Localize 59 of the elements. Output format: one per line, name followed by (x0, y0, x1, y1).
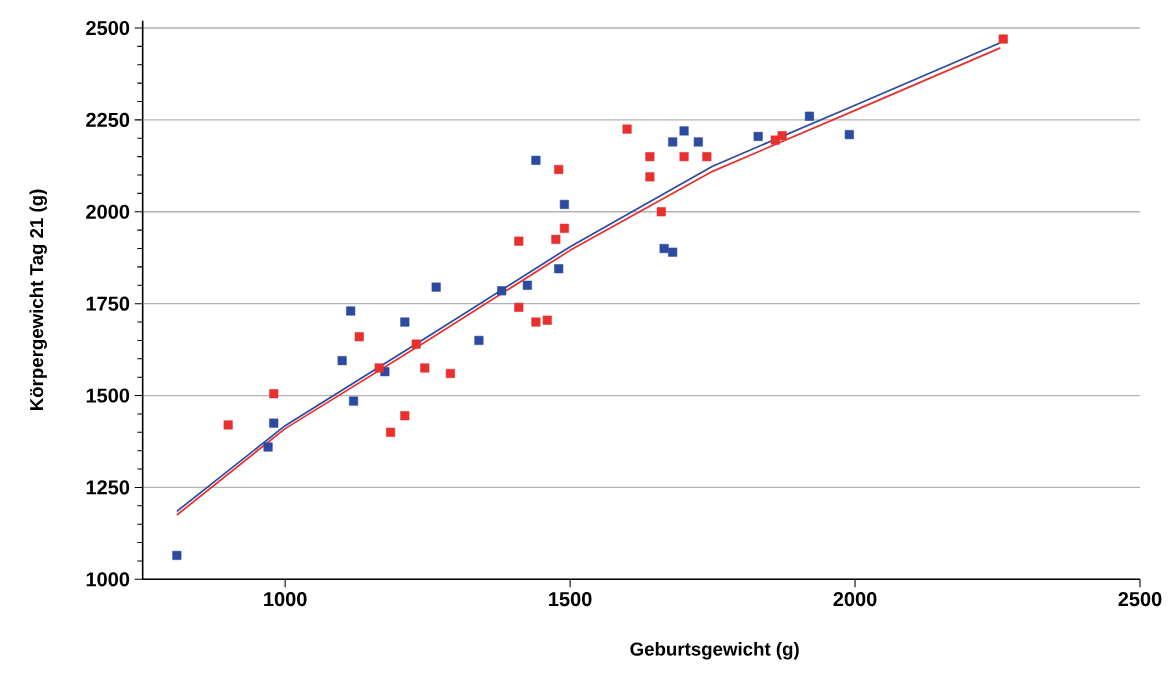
point (263, 442, 273, 452)
y-tick-label: 1000 (86, 572, 130, 587)
point (497, 286, 507, 296)
point (998, 34, 1008, 44)
x-tick-label: 1500 (549, 591, 592, 607)
point (514, 302, 524, 312)
point (656, 207, 666, 217)
y-tick-label: 2000 (86, 204, 130, 219)
point (522, 280, 532, 290)
point (374, 363, 384, 373)
point (354, 332, 364, 342)
y-axis-title: Körpergewicht Tag 21 (g) (29, 189, 47, 410)
point (777, 131, 787, 141)
point (474, 335, 484, 345)
point (349, 396, 359, 406)
point (668, 247, 678, 257)
point (645, 172, 655, 182)
point (702, 151, 712, 162)
point (269, 418, 279, 428)
point (559, 199, 569, 209)
x-tick-label: 2000 (833, 591, 877, 607)
x-tick-label: 2500 (1118, 591, 1162, 607)
point (337, 355, 347, 366)
point (554, 264, 564, 274)
point (659, 243, 669, 253)
point (679, 151, 689, 162)
point (622, 124, 632, 134)
y-tick-label: 2250 (86, 112, 130, 127)
point (445, 368, 455, 378)
point (514, 236, 524, 246)
point (346, 306, 356, 316)
point (693, 137, 703, 147)
point (420, 363, 430, 373)
point (223, 420, 233, 430)
point (269, 389, 279, 399)
point (542, 315, 552, 325)
x-tick-label: 1000 (264, 591, 307, 607)
point (645, 151, 655, 162)
x-axis-title: Geburtsgewicht (g) (630, 641, 799, 660)
point (400, 317, 410, 327)
point (551, 234, 561, 244)
point (411, 339, 421, 349)
point (668, 137, 678, 147)
y-tick-label: 1250 (86, 480, 130, 495)
point (804, 111, 814, 121)
point (431, 282, 441, 292)
point (386, 427, 396, 437)
point (559, 223, 569, 233)
y-tick-label: 1500 (86, 388, 130, 403)
point (844, 129, 854, 139)
point (531, 155, 541, 165)
point (400, 411, 410, 421)
point (172, 550, 182, 560)
y-tick-label: 2500 (86, 20, 130, 35)
y-tick-label: 1750 (86, 296, 130, 311)
point (531, 317, 541, 327)
point (554, 164, 564, 174)
point (753, 131, 763, 141)
point (679, 126, 689, 136)
